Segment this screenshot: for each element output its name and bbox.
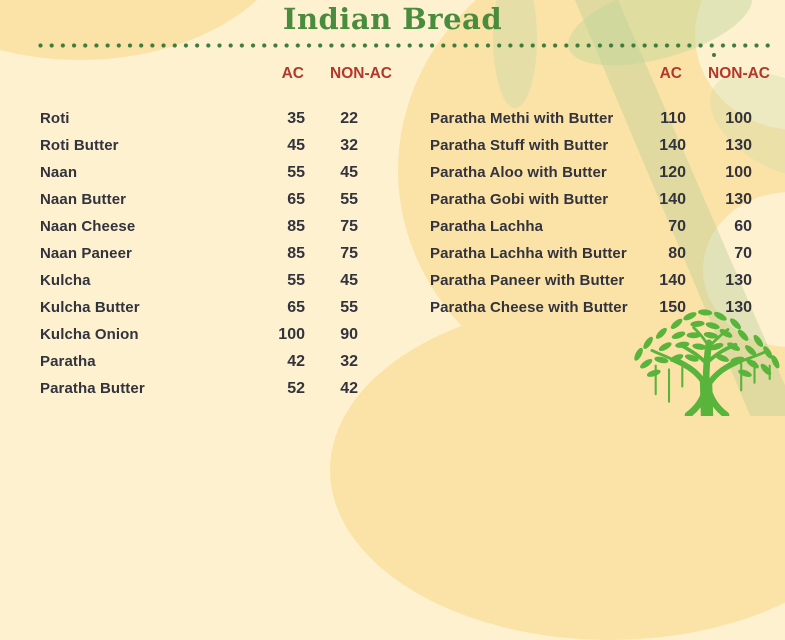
price-column-headers: AC NON-AC <box>430 62 770 86</box>
menu-column-left: AC NON-AC Roti 35 22 Roti Butter 45 32 Naan 5… <box>40 62 392 402</box>
item-name: Kulcha Butter <box>40 299 140 316</box>
item-name: Naan Butter <box>40 191 127 208</box>
item-price-ac: 100 <box>278 325 305 343</box>
menu-row: Roti 35 22 <box>40 105 358 132</box>
menu-row: Paratha 42 32 <box>40 348 358 375</box>
menu-row: Paratha Methi with Butter 110 100 <box>430 105 752 132</box>
item-price-nonac: 32 <box>340 136 358 154</box>
menu-rows-right: Paratha Methi with Butter 110 100 Paratha … <box>430 105 752 321</box>
item-price-ac: 140 <box>659 136 686 154</box>
item-price-ac: 70 <box>668 217 686 235</box>
item-name: Kulcha <box>40 272 91 289</box>
item-price-nonac: 75 <box>340 217 358 235</box>
menu-row: Paratha Lachha 70 60 <box>430 213 752 240</box>
item-price-ac: 85 <box>287 217 305 235</box>
item-price-nonac: 130 <box>725 136 752 154</box>
item-price-nonac: 75 <box>340 244 358 262</box>
menu-row: Paratha Aloo with Butter 120 100 <box>430 159 752 186</box>
item-price-ac: 110 <box>660 109 686 127</box>
ac-header: AC <box>659 65 682 82</box>
menu-rows-left: Roti 35 22 Roti Butter 45 32 Naan 55 45 Naan B… <box>40 105 358 402</box>
item-price-ac: 35 <box>287 109 305 127</box>
item-name: Kulcha Onion <box>40 326 139 343</box>
menu-row: Naan 55 45 <box>40 159 358 186</box>
banyan-tree-icon <box>634 309 780 416</box>
stray-dot <box>712 53 716 57</box>
item-price-ac: 85 <box>287 244 305 262</box>
item-name: Paratha Stuff with Butter <box>430 137 609 154</box>
dotted-divider <box>38 43 770 48</box>
item-price-nonac: 45 <box>340 271 358 289</box>
menu-row: Kulcha Onion 100 90 <box>40 321 358 348</box>
nonac-header: NON-AC <box>708 65 770 82</box>
item-price-nonac: 60 <box>734 217 752 235</box>
item-price-nonac: 130 <box>725 190 752 208</box>
item-name: Paratha Lachha with Butter <box>430 245 627 262</box>
item-name: Paratha Paneer with Butter <box>430 272 625 289</box>
item-price-nonac: 45 <box>340 163 358 181</box>
item-price-nonac: 55 <box>340 190 358 208</box>
menu-row: Kulcha 55 45 <box>40 267 358 294</box>
item-price-ac: 80 <box>668 244 686 262</box>
menu-row: Paratha Paneer with Butter 140 130 <box>430 267 752 294</box>
menu-row: Paratha Gobi with Butter 140 130 <box>430 186 752 213</box>
item-price-nonac: 100 <box>725 109 752 127</box>
ac-header: AC <box>281 65 304 82</box>
menu-row: Paratha Lachha with Butter 80 70 <box>430 240 752 267</box>
item-price-ac: 55 <box>287 163 305 181</box>
item-price-ac: 120 <box>659 163 686 181</box>
item-name: Naan <box>40 164 78 181</box>
item-price-nonac: 42 <box>340 379 358 397</box>
menu-column-right: AC NON-AC Paratha Methi with Butter 110 10… <box>430 62 770 321</box>
item-name: Paratha Methi with Butter <box>430 110 614 127</box>
item-price-ac: 52 <box>287 379 305 397</box>
item-price-ac: 65 <box>287 190 305 208</box>
menu-row: Kulcha Butter 65 55 <box>40 294 358 321</box>
nonac-header: NON-AC <box>330 65 392 82</box>
item-price-nonac: 130 <box>725 271 752 289</box>
menu-row: Naan Paneer 85 75 <box>40 240 358 267</box>
menu-row: Roti Butter 45 32 <box>40 132 358 159</box>
item-name: Roti Butter <box>40 137 119 154</box>
item-name: Paratha Cheese with Butter <box>430 299 628 316</box>
item-price-nonac: 55 <box>340 298 358 316</box>
item-name: Roti <box>40 110 70 127</box>
item-name: Paratha <box>40 353 96 370</box>
item-name: Naan Cheese <box>40 218 136 235</box>
item-price-ac: 65 <box>287 298 305 316</box>
item-name: Paratha Lachha <box>430 218 544 235</box>
menu-row: Paratha Butter 52 42 <box>40 375 358 402</box>
item-price-ac: 45 <box>287 136 305 154</box>
item-price-nonac: 70 <box>734 244 752 262</box>
menu-row: Paratha Stuff with Butter 140 130 <box>430 132 752 159</box>
page-title: Indian Bread <box>282 2 503 36</box>
item-price-ac: 140 <box>659 271 686 289</box>
menu-row: Naan Cheese 85 75 <box>40 213 358 240</box>
item-price-ac: 140 <box>659 190 686 208</box>
item-price-ac: 55 <box>287 271 305 289</box>
item-price-nonac: 22 <box>340 109 358 127</box>
menu-row: Paratha Cheese with Butter 150 130 <box>430 294 752 321</box>
item-price-ac: 42 <box>287 352 305 370</box>
item-name: Naan Paneer <box>40 245 132 262</box>
item-name: Paratha Aloo with Butter <box>430 164 607 181</box>
item-price-nonac: 100 <box>725 163 752 181</box>
item-price-ac: 150 <box>659 298 686 316</box>
price-column-headers: AC NON-AC <box>40 62 392 86</box>
item-name: Paratha Gobi with Butter <box>430 191 609 208</box>
item-name: Paratha Butter <box>40 380 145 397</box>
item-price-nonac: 32 <box>340 352 358 370</box>
menu-row: Naan Butter 65 55 <box>40 186 358 213</box>
item-price-nonac: 90 <box>340 325 358 343</box>
item-price-nonac: 130 <box>725 298 752 316</box>
